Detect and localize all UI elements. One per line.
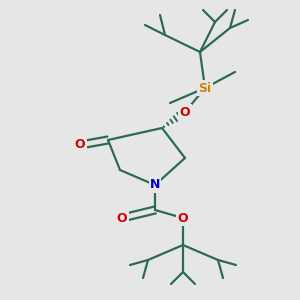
Text: O: O (180, 106, 190, 118)
Text: O: O (117, 212, 127, 224)
Text: O: O (75, 139, 85, 152)
Text: Si: Si (198, 82, 212, 94)
Text: O: O (178, 212, 188, 224)
Text: N: N (150, 178, 160, 191)
